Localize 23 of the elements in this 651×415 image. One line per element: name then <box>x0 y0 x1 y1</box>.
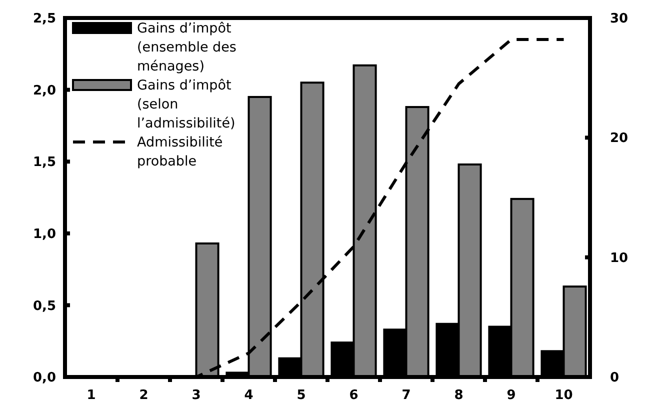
legend-label: Admissibilité probable <box>137 134 223 170</box>
x-tick-label: 9 <box>506 388 516 403</box>
y-tick-label: 1,0 <box>32 226 56 242</box>
y2-tick-label: 30 <box>610 12 628 27</box>
legend-label: Gains d’impôt (selon l’admissibilité) <box>137 78 236 132</box>
y2-tick-label: 20 <box>610 131 628 146</box>
x-tick-label: 4 <box>244 388 254 403</box>
x-tick-label: 6 <box>349 388 358 403</box>
legend-label: Gains d’impôt (ensemble des ménages) <box>137 20 236 75</box>
y-tick-label: 0,5 <box>32 298 56 314</box>
x-tick-label: 8 <box>454 388 464 403</box>
x-tick-label: 2 <box>139 388 148 403</box>
x-tick-label: 3 <box>192 388 201 403</box>
y-tick-label: 0,0 <box>32 370 56 386</box>
x-tick-label: 5 <box>296 388 306 403</box>
y-tick-label: 2,0 <box>32 83 56 98</box>
y2-tick-label: 10 <box>610 250 628 266</box>
x-tick-label: 10 <box>554 388 573 403</box>
x-tick-label: 7 <box>402 388 411 403</box>
x-tick-label: 1 <box>86 388 96 403</box>
y2-tick-label: 0 <box>610 370 620 386</box>
y-tick-label: 2,5 <box>32 12 56 27</box>
y-tick-label: 1,5 <box>32 155 56 170</box>
